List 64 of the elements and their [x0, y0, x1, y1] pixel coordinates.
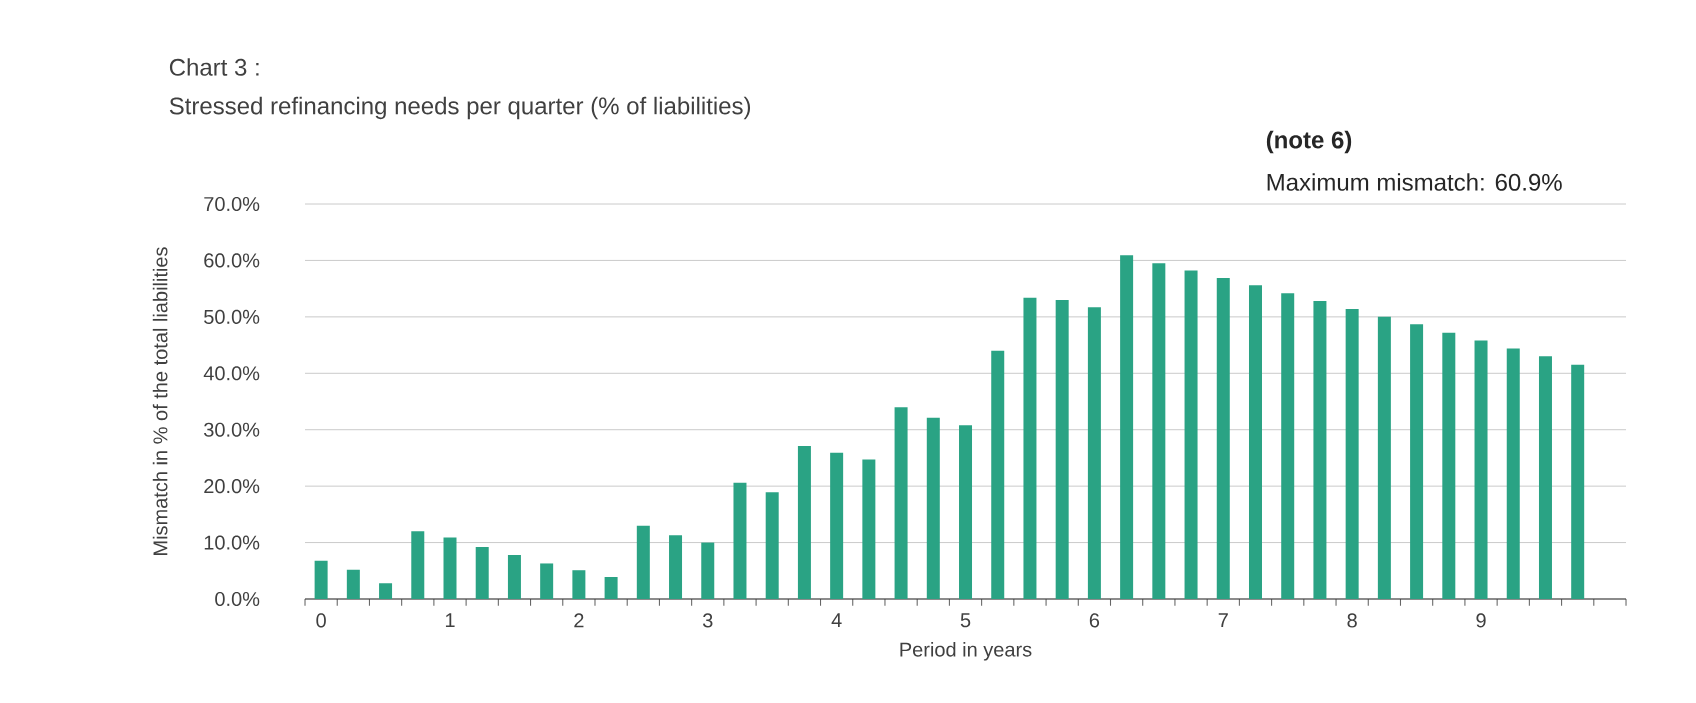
bar: [701, 542, 715, 599]
y-tick-label: 70.0%: [204, 196, 260, 212]
x-tick-label: 4: [831, 613, 842, 628]
bar: [1120, 255, 1134, 599]
x-axis-title: Period in years: [900, 641, 1032, 661]
bar: [1538, 356, 1552, 599]
bar: [1216, 277, 1230, 599]
bar: [1055, 299, 1069, 599]
x-tick-label: 5: [960, 613, 971, 628]
bar: [379, 583, 393, 599]
y-tick-label: 0.0%: [215, 591, 260, 607]
bar: [572, 570, 586, 599]
bar: [411, 531, 425, 599]
bar: [1023, 297, 1037, 599]
chart-subtitle: Stressed refinancing needs per quarter (% of liabilities): [169, 96, 751, 120]
bar: [314, 560, 328, 599]
bar: [443, 537, 457, 599]
bar: [604, 576, 618, 599]
bar: [1474, 340, 1488, 599]
bar: [507, 554, 521, 599]
x-tick-label: 3: [702, 613, 713, 628]
bar: [1248, 285, 1262, 599]
bar: [1281, 293, 1295, 599]
x-tick-label: 2: [574, 613, 584, 628]
bar: [1571, 364, 1585, 599]
y-tick-label: 10.0%: [204, 535, 260, 550]
x-tick-label: 6: [1089, 613, 1100, 628]
bar: [1184, 270, 1198, 599]
text: (note 6): [1266, 130, 1352, 154]
x-tick-label: 1: [445, 613, 455, 628]
bar: [1152, 263, 1166, 599]
y-tick-label: 40.0%: [203, 366, 260, 381]
bar: [862, 459, 876, 599]
bar: [1506, 348, 1520, 599]
bar: [765, 492, 779, 599]
y-tick-label: 30.0%: [204, 422, 260, 437]
bar: [894, 407, 908, 599]
bar: [1377, 316, 1391, 599]
bar: [733, 482, 747, 599]
bar: [540, 563, 554, 599]
y-tick-label: 20.0%: [204, 479, 260, 494]
bar: [669, 535, 683, 599]
bar: [475, 547, 489, 599]
bar: [1087, 307, 1101, 599]
y-axis-title: Mismatch in % of the total liabilities: [152, 247, 168, 555]
bar: [1442, 332, 1456, 599]
x-tick-label: 9: [1476, 613, 1486, 628]
chart-title: Chart 3 :: [169, 58, 259, 76]
bar: [1345, 308, 1359, 599]
y-tick-label: 50.0%: [204, 309, 260, 324]
bar: [991, 350, 1005, 599]
y-tick-label: 60.0%: [204, 253, 260, 268]
bar: [830, 452, 844, 599]
bar: [636, 525, 650, 599]
bar: [797, 446, 811, 599]
bar: [926, 417, 940, 599]
x-tick-label: 7: [1218, 613, 1228, 628]
bar: [959, 425, 973, 599]
x-tick-label: 0: [316, 613, 326, 628]
bar: [346, 569, 360, 599]
bar: [1313, 301, 1327, 599]
text: Maximum mismatch: 60.9%: [1267, 173, 1562, 191]
x-tick-label: 8: [1347, 613, 1357, 628]
bar: [1410, 324, 1424, 599]
